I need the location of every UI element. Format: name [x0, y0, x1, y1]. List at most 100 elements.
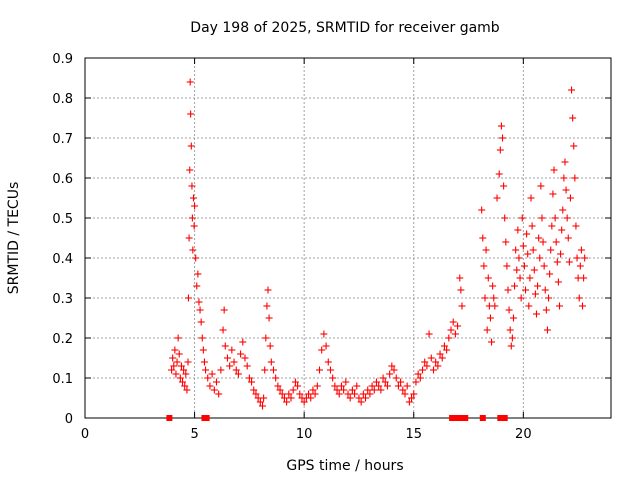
- data-point: [173, 358, 181, 366]
- data-point: [368, 382, 376, 390]
- data-point: [410, 390, 418, 398]
- data-point: [197, 318, 205, 326]
- data-point: [351, 390, 359, 398]
- data-point: [184, 358, 192, 366]
- data-point: [512, 246, 520, 254]
- data-point: [519, 242, 527, 250]
- data-point: [491, 302, 499, 310]
- data-point: [326, 366, 334, 374]
- data-point: [534, 282, 542, 290]
- zero-marker: [166, 415, 173, 421]
- data-point: [547, 246, 555, 254]
- data-point: [269, 366, 277, 374]
- data-point: [196, 306, 204, 314]
- data-point: [555, 302, 563, 310]
- data-point: [357, 398, 365, 406]
- data-point: [516, 274, 524, 282]
- data-point: [217, 366, 225, 374]
- data-points: [168, 78, 589, 410]
- data-point: [206, 382, 214, 390]
- data-point: [186, 78, 194, 86]
- data-point: [346, 394, 354, 402]
- data-point: [245, 374, 253, 382]
- data-point: [551, 214, 559, 222]
- y-tick-label: 0.9: [52, 52, 73, 67]
- data-point: [447, 326, 455, 334]
- y-tick-label: 0.8: [52, 92, 73, 107]
- data-point: [542, 306, 550, 314]
- data-point: [565, 258, 573, 266]
- data-point: [262, 334, 270, 342]
- data-point: [296, 390, 304, 398]
- data-point: [423, 362, 431, 370]
- data-point: [185, 234, 193, 242]
- data-point: [344, 390, 352, 398]
- data-point: [329, 374, 337, 382]
- data-point: [537, 182, 545, 190]
- data-point: [283, 398, 291, 406]
- data-point: [259, 402, 267, 410]
- data-point: [511, 282, 519, 290]
- data-point: [503, 262, 511, 270]
- data-point: [366, 390, 374, 398]
- data-point: [267, 358, 275, 366]
- data-point: [311, 390, 319, 398]
- y-tick-label: 0.5: [52, 212, 73, 227]
- data-point: [381, 378, 389, 386]
- data-point: [180, 366, 188, 374]
- x-tick-label: 0: [81, 427, 89, 442]
- data-point: [456, 274, 464, 282]
- data-point: [541, 286, 549, 294]
- data-point: [552, 238, 560, 246]
- data-point: [545, 294, 553, 302]
- data-point: [215, 390, 223, 398]
- data-point: [392, 374, 400, 382]
- data-point: [572, 222, 580, 230]
- data-point: [412, 378, 420, 386]
- data-point: [337, 382, 345, 390]
- data-point: [484, 274, 492, 282]
- data-point: [194, 270, 202, 278]
- data-point: [564, 234, 572, 242]
- data-point: [210, 386, 218, 394]
- data-point: [200, 358, 208, 366]
- data-point: [543, 326, 551, 334]
- x-tick-label: 15: [405, 427, 422, 442]
- data-point: [451, 330, 459, 338]
- data-point: [436, 350, 444, 358]
- data-point: [340, 386, 348, 394]
- data-point: [252, 390, 260, 398]
- y-tick-label: 0.2: [52, 332, 73, 347]
- data-point: [425, 330, 433, 338]
- data-point: [190, 222, 198, 230]
- x-tick-label: 10: [296, 427, 313, 442]
- data-point: [419, 366, 427, 374]
- data-point: [486, 314, 494, 322]
- data-point: [573, 254, 581, 262]
- data-point: [379, 374, 387, 382]
- data-point: [540, 262, 548, 270]
- data-point: [501, 214, 509, 222]
- data-point: [505, 306, 513, 314]
- data-point: [188, 214, 196, 222]
- data-point: [529, 246, 537, 254]
- data-point: [443, 346, 451, 354]
- data-point: [581, 254, 589, 262]
- data-point: [192, 254, 200, 262]
- axis-ticks: 0 5 10 15 20 0 0.1 0.2 0.3 0.4 0.5 0.6 0.7 0.8 0.9: [52, 52, 611, 442]
- data-point: [289, 386, 297, 394]
- data-point: [496, 146, 504, 154]
- data-point: [175, 350, 183, 358]
- data-point: [515, 254, 523, 262]
- data-point: [372, 378, 380, 386]
- data-point: [186, 166, 194, 174]
- data-point: [307, 394, 315, 402]
- data-point: [399, 386, 407, 394]
- zero-marker: [203, 415, 210, 421]
- data-point: [188, 182, 196, 190]
- data-point: [504, 286, 512, 294]
- data-point: [187, 110, 195, 118]
- data-point: [204, 374, 212, 382]
- data-point: [264, 286, 272, 294]
- data-point: [457, 286, 465, 294]
